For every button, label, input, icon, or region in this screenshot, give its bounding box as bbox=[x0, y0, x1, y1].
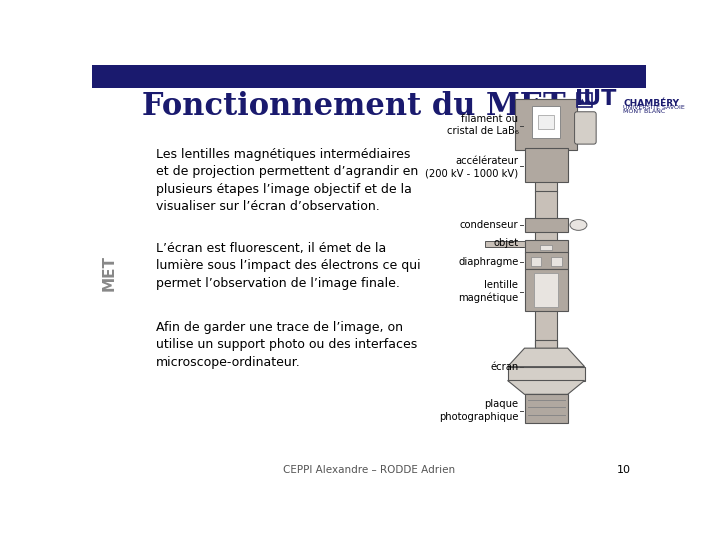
Bar bbox=[525, 148, 567, 182]
Bar bbox=[525, 394, 567, 423]
Text: UNIVERSITÉ SAVOIE: UNIVERSITÉ SAVOIE bbox=[623, 105, 685, 110]
Text: MET: MET bbox=[102, 255, 116, 291]
Text: Les lentilles magnétiques intermédiaires
et de projection permettent d’agrandir : Les lentilles magnétiques intermédiaires… bbox=[156, 148, 418, 213]
Text: CHAMBÉRY: CHAMBÉRY bbox=[623, 99, 679, 109]
Text: CEPPI Alexandre – RODDE Adrien: CEPPI Alexandre – RODDE Adrien bbox=[283, 465, 455, 475]
Text: 10: 10 bbox=[617, 465, 631, 475]
Bar bbox=[535, 181, 557, 192]
Bar bbox=[516, 99, 577, 150]
Polygon shape bbox=[578, 99, 590, 105]
Bar bbox=[577, 93, 593, 107]
Polygon shape bbox=[508, 367, 585, 381]
Bar bbox=[92, 65, 647, 88]
Polygon shape bbox=[508, 348, 585, 367]
Bar bbox=[525, 252, 567, 269]
Text: filament ou
cristal de LaB₆: filament ou cristal de LaB₆ bbox=[446, 113, 518, 136]
Text: condenseur: condenseur bbox=[460, 220, 518, 230]
Text: accélérateur
(200 kV - 1000 kV): accélérateur (200 kV - 1000 kV) bbox=[426, 156, 518, 178]
Bar bbox=[485, 241, 525, 247]
Polygon shape bbox=[508, 381, 585, 394]
Text: L’écran est fluorescent, il émet de la
lumière sous l’impact des électrons ce qu: L’écran est fluorescent, il émet de la l… bbox=[156, 241, 420, 289]
Bar bbox=[525, 218, 567, 232]
Bar bbox=[540, 245, 552, 249]
Bar bbox=[535, 309, 557, 346]
Text: MONT BLANC: MONT BLANC bbox=[623, 109, 665, 114]
Bar bbox=[535, 268, 557, 302]
Text: écran: écran bbox=[490, 362, 518, 372]
Text: lentille
magnétique: lentille magnétique bbox=[458, 280, 518, 303]
Bar bbox=[539, 115, 554, 129]
Bar bbox=[535, 231, 557, 265]
Text: objet: objet bbox=[493, 239, 518, 248]
Ellipse shape bbox=[570, 220, 587, 231]
Bar bbox=[525, 240, 567, 253]
Bar bbox=[532, 106, 560, 138]
Text: plaque
photographique: plaque photographique bbox=[439, 400, 518, 422]
Text: Afin de garder une trace de l’image, on
utilise un support photo ou des interfac: Afin de garder une trace de l’image, on … bbox=[156, 321, 417, 368]
Text: diaphragme: diaphragme bbox=[458, 257, 518, 267]
Text: IUT: IUT bbox=[575, 90, 617, 110]
Bar bbox=[551, 256, 562, 266]
Bar bbox=[531, 256, 541, 266]
Bar bbox=[535, 191, 557, 219]
Bar bbox=[535, 340, 557, 348]
Bar bbox=[534, 273, 559, 307]
Bar bbox=[525, 269, 567, 311]
Text: Fonctionnement du MET: Fonctionnement du MET bbox=[142, 91, 565, 122]
FancyBboxPatch shape bbox=[575, 112, 596, 144]
